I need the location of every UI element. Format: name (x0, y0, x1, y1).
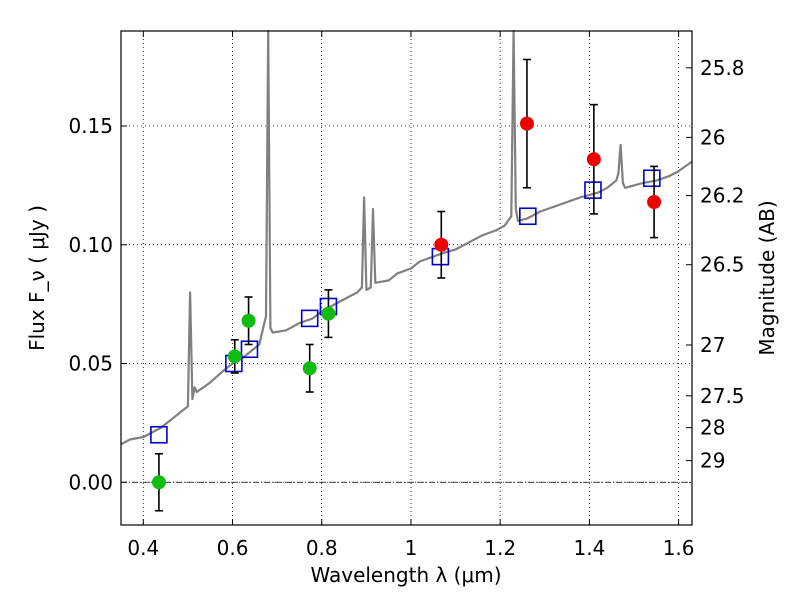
model-square (519, 207, 537, 226)
model-square (150, 425, 168, 444)
y2-tick-label: 26.5 (700, 253, 745, 277)
y-tick-label: 0.05 (68, 352, 113, 376)
data-point (321, 306, 336, 321)
y2-tick-label: 26.2 (700, 184, 745, 208)
y-axis-ticks: 0.00 0.05 0.10 0.15 (68, 114, 127, 494)
y2-tick-label: 25.8 (700, 56, 745, 80)
x-tick-label: 1 (405, 536, 418, 560)
x-tick-label: 0.8 (306, 536, 338, 560)
x-tick-label: 0.6 (217, 536, 249, 560)
y-axis-title: Flux F_ν ( μJy ) (25, 205, 49, 351)
spectrum-series (120, 29, 693, 446)
data-point (241, 313, 256, 328)
y2-tick-label: 29 (700, 449, 725, 473)
model-square (300, 309, 319, 328)
x-axis-ticks: 0.4 0.6 0.8 1 1.2 1.4 1.6 (127, 31, 695, 560)
data-point (586, 152, 601, 167)
spectrum-line (120, 29, 693, 446)
model-square (643, 169, 661, 188)
x-tick-label: 1.6 (663, 536, 695, 560)
y2-tick-label: 28 (700, 416, 725, 440)
x-axis-title: Wavelength λ (μm) (310, 563, 501, 587)
data-point (434, 237, 449, 252)
y2-axis-ticks: 25.8 26 26.2 26.5 27 27.5 28 29 (686, 56, 745, 473)
model-square (240, 340, 259, 359)
y2-tick-label: 26 (700, 125, 725, 149)
x-tick-label: 0.4 (127, 536, 159, 560)
data-point (302, 361, 317, 376)
data-point (519, 116, 534, 131)
photometry-points (151, 58, 662, 512)
y-tick-label: 0.00 (68, 470, 113, 494)
y2-axis-title: Magnitude (AB) (755, 200, 779, 355)
model-square (584, 181, 602, 199)
y2-tick-label: 27.5 (700, 384, 745, 408)
data-point (647, 195, 662, 209)
grid-lines (121, 31, 692, 525)
y2-tick-label: 27 (700, 333, 725, 357)
plot-frame (120, 30, 693, 526)
y-tick-label: 0.15 (68, 114, 113, 138)
data-point (227, 349, 242, 364)
data-point (151, 475, 166, 490)
x-tick-label: 1.2 (484, 536, 516, 560)
model-squares (150, 169, 661, 444)
x-tick-label: 1.4 (573, 536, 605, 560)
y-tick-label: 0.10 (68, 233, 113, 257)
